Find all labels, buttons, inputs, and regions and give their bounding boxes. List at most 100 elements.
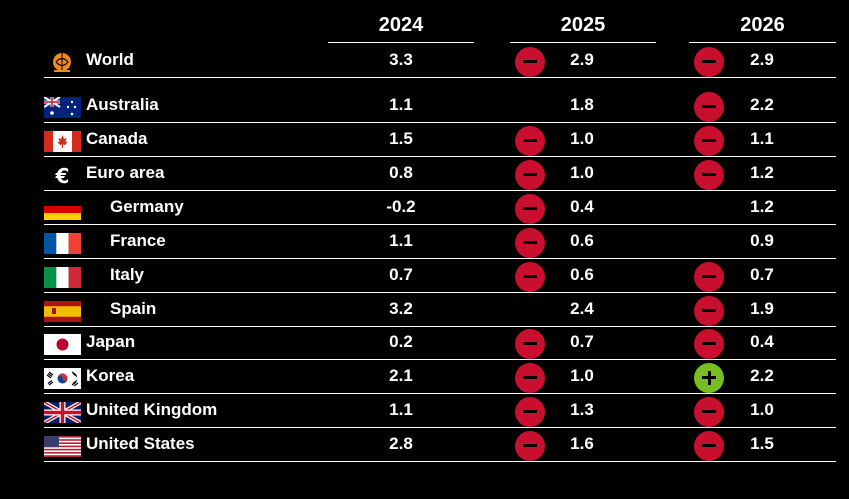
value-2024: 0.8 <box>389 163 413 182</box>
row-label: Canada <box>86 129 148 148</box>
column-header-2025: 2025 <box>560 14 606 36</box>
value-2026: 1.1 <box>750 129 774 148</box>
value-2026: 2.2 <box>750 366 774 385</box>
value-2026: 1.0 <box>750 400 774 419</box>
table-row: Germany -0.2 0.4 1.2 <box>0 191 849 225</box>
minus-circle-icon <box>515 262 545 292</box>
table-row: World 3.3 2.9 2.9 <box>0 44 849 78</box>
flag-germany-icon <box>44 199 81 220</box>
minus-circle-icon <box>694 92 724 122</box>
minus-circle-icon <box>515 47 545 77</box>
value-2024: 0.2 <box>389 332 413 351</box>
value-2025: 0.6 <box>570 265 594 284</box>
row-label: Germany <box>110 197 184 216</box>
value-2024: 1.1 <box>389 95 413 114</box>
row-label: United Kingdom <box>86 400 218 419</box>
row-divider <box>44 224 836 225</box>
minus-circle-icon <box>694 397 724 427</box>
value-2025: 2.9 <box>570 50 594 69</box>
row-divider <box>44 326 836 327</box>
row-divider <box>44 427 836 428</box>
row-divider <box>44 461 836 462</box>
value-2025: 1.6 <box>570 434 594 453</box>
minus-circle-icon <box>694 126 724 156</box>
minus-circle-icon <box>515 363 545 393</box>
minus-circle-icon <box>515 431 545 461</box>
column-header-underline <box>328 42 474 43</box>
minus-circle-icon <box>694 296 724 326</box>
value-2026: 0.9 <box>750 231 774 250</box>
euro-icon: € <box>44 165 81 186</box>
row-divider <box>44 156 836 157</box>
value-2024: 1.1 <box>389 231 413 250</box>
flag-usa-icon <box>44 436 81 457</box>
minus-circle-icon <box>515 126 545 156</box>
row-label: World <box>86 50 134 69</box>
minus-circle-icon <box>515 194 545 224</box>
minus-circle-icon <box>694 431 724 461</box>
value-2025: 1.0 <box>570 366 594 385</box>
value-2024: 0.7 <box>389 265 413 284</box>
globe-icon <box>44 52 81 73</box>
row-label: Australia <box>86 95 159 114</box>
value-2026: 1.2 <box>750 197 774 216</box>
row-divider <box>44 393 836 394</box>
flag-italy-icon <box>44 267 81 288</box>
row-label: United States <box>86 434 195 453</box>
minus-circle-icon <box>694 329 724 359</box>
minus-circle-icon <box>515 329 545 359</box>
value-2026: 0.4 <box>750 332 774 351</box>
flag-japan-icon <box>44 334 81 355</box>
column-header-underline <box>510 42 656 43</box>
row-label: Italy <box>110 265 145 284</box>
table-row: France 1.1 0.6 0.9 <box>0 225 849 259</box>
value-2025: 1.0 <box>570 129 594 148</box>
row-divider <box>44 77 836 78</box>
value-2026: 1.2 <box>750 163 774 182</box>
row-label: Japan <box>86 332 136 351</box>
column-header-underline <box>689 42 836 43</box>
flag-australia-icon <box>44 97 81 118</box>
table-row: Canada 1.5 1.0 1.1 <box>0 123 849 157</box>
row-divider <box>44 258 836 259</box>
value-2026: 1.9 <box>750 299 774 318</box>
flag-canada-icon <box>44 131 81 152</box>
value-2024: 3.2 <box>389 299 413 318</box>
flag-uk-icon <box>44 402 81 423</box>
flag-korea-icon <box>44 368 81 389</box>
value-2025: 0.6 <box>570 231 594 250</box>
table-row: Italy 0.7 0.6 0.7 <box>0 259 849 293</box>
value-2026: 2.2 <box>750 95 774 114</box>
row-divider <box>44 359 836 360</box>
table-row: € Euro area 0.8 1.0 1.2 <box>0 157 849 191</box>
value-2025: 1.3 <box>570 400 594 419</box>
value-2026: 2.9 <box>750 50 774 69</box>
flag-spain-icon <box>44 301 81 322</box>
row-label: France <box>110 231 166 250</box>
value-2024: 1.5 <box>389 129 413 148</box>
minus-circle-icon <box>694 47 724 77</box>
column-header-2024: 2024 <box>378 14 424 36</box>
minus-circle-icon <box>515 228 545 258</box>
value-2024: 1.1 <box>389 400 413 419</box>
row-label: Korea <box>86 366 135 385</box>
column-header-2026: 2026 <box>740 14 785 36</box>
minus-circle-icon <box>515 160 545 190</box>
value-2026: 1.5 <box>750 434 774 453</box>
plus-circle-icon <box>694 363 724 393</box>
minus-circle-icon <box>694 160 724 190</box>
row-label: Euro area <box>86 163 165 182</box>
value-2024: -0.2 <box>386 197 416 216</box>
value-2025: 0.4 <box>570 197 594 216</box>
minus-circle-icon <box>515 397 545 427</box>
value-2024: 2.8 <box>389 434 413 453</box>
value-2024: 3.3 <box>389 50 413 69</box>
table-row: Korea 2.1 1.0 2.2 <box>0 360 849 394</box>
flag-france-icon <box>44 233 81 254</box>
row-divider <box>44 190 836 191</box>
svg-text:€: € <box>55 165 70 186</box>
value-2026: 0.7 <box>750 265 774 284</box>
row-divider <box>44 292 836 293</box>
table-row: United Kingdom 1.1 1.3 1.0 <box>0 394 849 428</box>
minus-circle-icon <box>694 262 724 292</box>
